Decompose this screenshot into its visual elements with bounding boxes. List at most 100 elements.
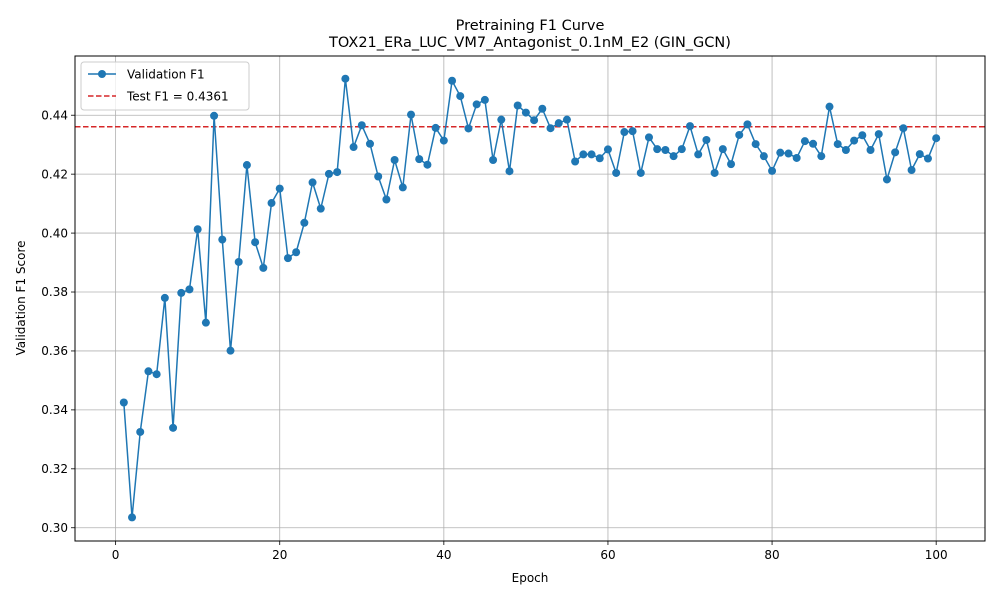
- validation-f1-point: [743, 120, 752, 129]
- validation-f1-point: [456, 92, 465, 101]
- validation-f1-point: [160, 293, 169, 302]
- validation-f1-point: [308, 178, 317, 187]
- y-tick-label: 0.38: [41, 285, 68, 299]
- validation-f1-point: [603, 145, 612, 154]
- validation-f1-point: [858, 131, 867, 140]
- validation-f1-point: [341, 74, 350, 83]
- validation-f1-point: [152, 370, 161, 379]
- validation-f1-point: [571, 157, 580, 166]
- validation-f1-point: [530, 116, 539, 125]
- validation-f1-point: [374, 172, 383, 181]
- validation-f1-point: [513, 101, 522, 110]
- y-tick-label: 0.34: [41, 403, 68, 417]
- validation-f1-point: [423, 160, 432, 169]
- validation-f1-point: [234, 257, 243, 266]
- validation-f1-point: [226, 346, 235, 355]
- validation-f1-point: [817, 152, 826, 161]
- validation-f1-point: [841, 145, 850, 154]
- validation-f1-point: [866, 145, 875, 154]
- validation-f1-point: [620, 128, 629, 137]
- validation-f1-point: [464, 124, 473, 133]
- validation-f1-point: [136, 427, 145, 436]
- y-tick-label: 0.32: [41, 462, 68, 476]
- validation-f1-point: [365, 139, 374, 148]
- validation-f1-point: [275, 184, 284, 193]
- validation-f1-point: [259, 263, 268, 272]
- validation-f1-point: [727, 160, 736, 169]
- validation-f1-point: [702, 135, 711, 144]
- validation-f1-point: [505, 167, 514, 176]
- validation-f1-point: [398, 183, 407, 192]
- validation-f1-point: [751, 140, 760, 149]
- validation-f1-point: [242, 161, 251, 170]
- x-tick-label: 60: [600, 548, 615, 562]
- validation-f1-point: [521, 108, 530, 117]
- validation-f1-point: [677, 145, 686, 154]
- validation-f1-point: [850, 136, 859, 145]
- plot-area-frame: [74, 55, 986, 542]
- x-tick-label: 0: [112, 548, 120, 562]
- validation-f1-point: [907, 166, 916, 175]
- y-tick-label: 0.44: [41, 108, 68, 122]
- validation-f1-point: [431, 123, 440, 132]
- validation-f1-point: [283, 254, 292, 263]
- validation-f1-point: [825, 102, 834, 111]
- x-axis-label: Epoch: [512, 571, 549, 585]
- validation-f1-point: [628, 127, 637, 136]
- validation-f1-point: [169, 423, 178, 432]
- validation-f1-point: [686, 122, 695, 131]
- legend-label-test: Test F1 = 0.4361: [126, 90, 229, 104]
- validation-f1-point: [349, 143, 358, 152]
- y-axis-label: Validation F1 Score: [14, 240, 28, 355]
- validation-f1-point: [407, 110, 416, 119]
- validation-f1-point: [915, 150, 924, 159]
- validation-f1-point: [218, 235, 227, 244]
- validation-f1-line: [123, 77, 937, 519]
- validation-f1-point: [718, 145, 727, 154]
- validation-f1-point: [546, 124, 555, 133]
- validation-f1-point: [382, 195, 391, 204]
- validation-f1-point: [267, 199, 276, 208]
- validation-f1-point: [759, 152, 768, 161]
- validation-f1-point: [333, 168, 342, 177]
- validation-f1-point: [882, 175, 891, 184]
- validation-f1-point: [612, 168, 621, 177]
- validation-f1-point: [538, 104, 547, 113]
- validation-f1-point: [480, 95, 489, 104]
- validation-f1-point: [800, 137, 809, 146]
- validation-f1-point: [899, 124, 908, 133]
- validation-f1-point: [636, 168, 645, 177]
- validation-f1-point: [292, 248, 301, 257]
- validation-f1-point: [300, 218, 309, 227]
- x-tick-label: 80: [764, 548, 779, 562]
- validation-f1-point: [891, 148, 900, 157]
- validation-f1-point: [587, 150, 596, 159]
- validation-f1-point: [768, 166, 777, 175]
- chart-subtitle: TOX21_ERa_LUC_VM7_Antagonist_0.1nM_E2 (G…: [328, 35, 731, 51]
- legend: Validation F1 Test F1 = 0.4361: [80, 61, 250, 111]
- y-axis: 0.30 0.32 0.34 0.36 0.38 0.40 0.42 0.44: [41, 108, 75, 535]
- validation-f1-point: [390, 156, 399, 165]
- validation-f1-point: [144, 367, 153, 376]
- validation-f1-point: [595, 154, 604, 163]
- y-tick-label: 0.40: [41, 226, 68, 240]
- validation-f1-point: [201, 318, 210, 327]
- validation-f1-point: [415, 155, 424, 164]
- validation-f1-point: [669, 152, 678, 161]
- validation-f1-point: [554, 119, 563, 128]
- validation-f1-point: [193, 225, 202, 234]
- x-tick-label: 100: [925, 548, 948, 562]
- x-tick-label: 40: [436, 548, 451, 562]
- validation-f1-point: [784, 149, 793, 158]
- y-tick-label: 0.30: [41, 521, 68, 535]
- validation-f1-point: [489, 156, 498, 165]
- y-tick-label: 0.42: [41, 167, 68, 181]
- validation-f1-point: [119, 398, 128, 407]
- legend-marker-validation: [98, 70, 106, 78]
- series-group: [119, 74, 941, 522]
- validation-f1-point: [694, 150, 703, 159]
- validation-f1-point: [874, 130, 883, 139]
- validation-f1-point: [357, 121, 366, 130]
- x-axis: 0 20 40 60 80 100: [112, 541, 948, 562]
